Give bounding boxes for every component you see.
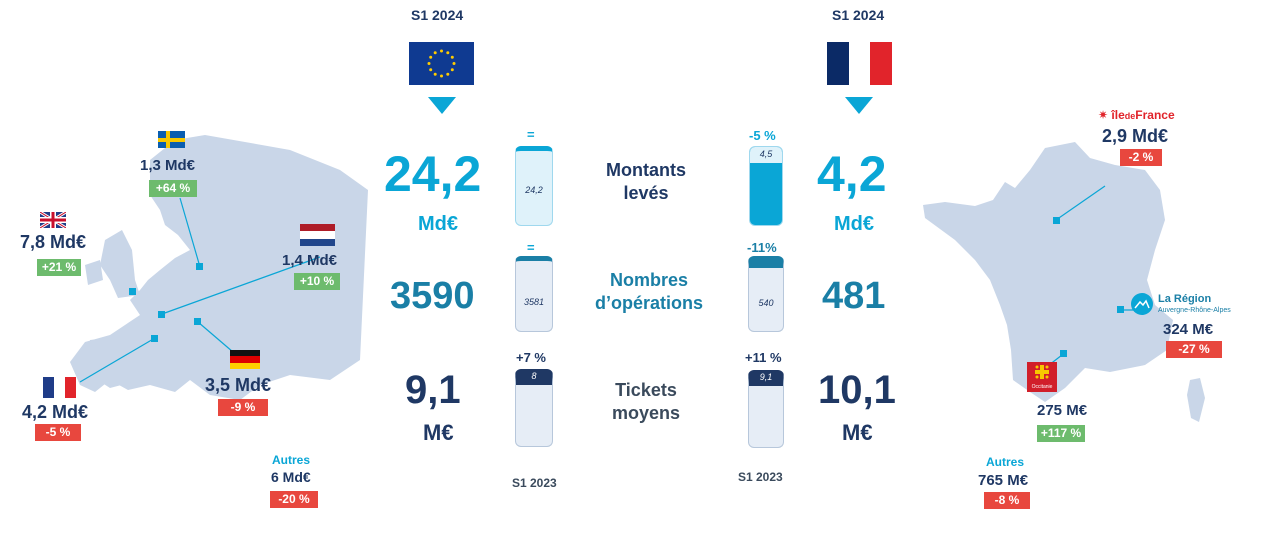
europe-france-value: 4,2 Md€ bbox=[22, 402, 89, 422]
occitanie-logo: Occitanie bbox=[1027, 362, 1057, 392]
fr-others-value: 765 M€ bbox=[978, 472, 1029, 489]
metric-deals-label-2: d’opérations bbox=[594, 293, 703, 313]
eu-ticket-value: 9,1 bbox=[405, 368, 461, 412]
fr-arrow-down-icon bbox=[845, 97, 873, 114]
germany-value: 3,5 Md€ bbox=[205, 375, 272, 395]
europe-others-change-badge: -20 % bbox=[270, 491, 318, 508]
france-flag-icon-small bbox=[43, 377, 76, 398]
mountain-icon bbox=[1134, 299, 1150, 309]
map-dot-aura bbox=[1117, 306, 1124, 313]
metric-amounts-label-2: levés bbox=[623, 183, 669, 203]
fr-others-label: Autres bbox=[986, 455, 1025, 469]
fr-amount-unit: Md€ bbox=[834, 213, 874, 235]
germany-flag-icon bbox=[230, 350, 260, 369]
fr-others-change-badge: -8 % bbox=[984, 492, 1030, 509]
map-dot-idf bbox=[1053, 217, 1060, 224]
fr-amount-change: -5 % bbox=[749, 128, 776, 143]
europe-others-label: Autres bbox=[272, 453, 311, 467]
fr-deals-prev-value: 540 bbox=[758, 298, 774, 308]
europe-map bbox=[70, 135, 368, 400]
metric-deals-label-1: Nombres bbox=[609, 270, 689, 290]
aura-logo-line1: La Région bbox=[1158, 293, 1212, 305]
eu-ticket-change: +7 % bbox=[516, 350, 546, 365]
eu-deals-prev-value: 3581 bbox=[523, 297, 545, 307]
eu-flag-icon bbox=[409, 42, 474, 85]
eu-amount-prev-value: 24,2 bbox=[525, 185, 543, 195]
fr-ticket-value: 10,1 bbox=[818, 368, 896, 412]
metric-amounts-label-1: Montants bbox=[606, 160, 686, 180]
metric-tickets-label-1: Tickets bbox=[615, 380, 677, 400]
eu-amount-change: = bbox=[527, 127, 535, 142]
fr-ticket-prev-value: 9,1 bbox=[759, 372, 773, 382]
eu-deals-change: = bbox=[527, 240, 535, 255]
map-dot-uk bbox=[129, 288, 136, 295]
map-dot-germany bbox=[194, 318, 201, 325]
eu-ticket-unit: M€ bbox=[423, 420, 454, 445]
fr-ticket-unit: M€ bbox=[842, 420, 873, 445]
uk-value: 7,8 Md€ bbox=[20, 232, 87, 252]
idf-change-badge: -2 % bbox=[1120, 149, 1162, 166]
uk-flag-icon bbox=[40, 212, 66, 228]
metric-tickets-label-2: moyens bbox=[611, 403, 681, 423]
eu-ticket-prev-bar: 8 bbox=[515, 369, 553, 447]
map-dot-france bbox=[151, 335, 158, 342]
eu-deals-value: 3590 bbox=[390, 275, 475, 317]
france-flag-icon bbox=[827, 42, 893, 85]
occitanie-logo-text: Occitanie bbox=[1031, 384, 1053, 390]
sweden-change-badge: +64 % bbox=[149, 180, 197, 197]
fr-ticket-change: +11 % bbox=[745, 350, 782, 365]
aura-logo bbox=[1131, 293, 1153, 315]
occitanie-change-badge: +117 % bbox=[1037, 425, 1085, 442]
occitanie-value: 275 M€ bbox=[1037, 402, 1088, 419]
france-map bbox=[923, 142, 1205, 422]
eu-period-label: S1 2024 bbox=[411, 7, 464, 23]
map-dot-sweden bbox=[196, 263, 203, 270]
map-dot-occitanie bbox=[1060, 350, 1067, 357]
aura-value: 324 M€ bbox=[1163, 321, 1214, 338]
europe-others-value: 6 Md€ bbox=[271, 469, 311, 485]
netherlands-value: 1,4 Md€ bbox=[282, 252, 338, 269]
fr-prev-period-label: S1 2023 bbox=[738, 470, 783, 484]
fr-amount-prev-bar: 4,5 bbox=[749, 146, 783, 226]
fr-ticket-prev-bar: 9,1 bbox=[748, 370, 784, 448]
sweden-value: 1,3 Md€ bbox=[140, 157, 196, 174]
fr-deals-change: -11% bbox=[747, 240, 777, 255]
europe-france-change-badge: -5 % bbox=[35, 424, 81, 441]
netherlands-flag-icon bbox=[300, 224, 335, 246]
eu-amount-value: 24,2 bbox=[384, 146, 482, 202]
eu-prev-period-label: S1 2023 bbox=[512, 476, 557, 490]
eu-amount-unit: Md€ bbox=[418, 213, 458, 235]
eu-ticket-prev-value: 8 bbox=[531, 371, 537, 381]
aura-change-badge: -27 % bbox=[1166, 341, 1222, 358]
occitan-cross-icon bbox=[1035, 365, 1049, 379]
fr-deals-prev-bar: 540 bbox=[748, 256, 784, 332]
fr-period-label: S1 2024 bbox=[832, 7, 885, 23]
fr-amount-prev-value: 4,5 bbox=[759, 149, 773, 159]
fr-amount-value: 4,2 bbox=[817, 146, 887, 202]
fr-deals-value: 481 bbox=[822, 275, 886, 317]
eu-amount-prev-bar: 24,2 bbox=[515, 146, 553, 226]
germany-change-badge: -9 % bbox=[218, 399, 268, 416]
eu-arrow-down-icon bbox=[428, 97, 456, 114]
aura-logo-line2: Auvergne-Rhône-Alpes bbox=[1158, 307, 1231, 314]
idf-value: 2,9 Md€ bbox=[1102, 126, 1169, 146]
idf-star-icon: ✷ bbox=[1098, 108, 1109, 122]
netherlands-change-badge: +10 % bbox=[294, 273, 340, 290]
sweden-flag-icon bbox=[158, 131, 185, 148]
eu-deals-prev-bar: 3581 bbox=[515, 256, 553, 332]
uk-change-badge: +21 % bbox=[37, 259, 81, 276]
idf-logo: ✷ îledeFrance bbox=[1098, 108, 1175, 122]
map-dot-netherlands bbox=[158, 311, 165, 318]
